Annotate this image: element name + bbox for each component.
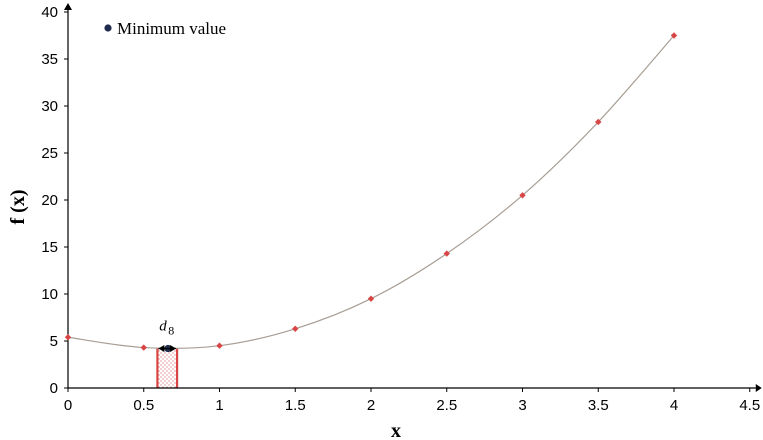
y-tick-label: 20 (41, 192, 58, 209)
x-axis-label: x (391, 420, 401, 440)
tick-labels: 0 0.5 1 1.5 2 2.5 3 3.5 4 4.5 0 5 10 15 20 25 30 35 40 (41, 4, 760, 414)
interval-label-subscript: 8 (168, 324, 174, 338)
x-tick-label: 4 (670, 397, 678, 414)
interval-region (156, 348, 179, 388)
y-tick-label: 30 (41, 98, 58, 115)
y-axis-arrow (64, 3, 72, 10)
x-tick-label: 0.5 (133, 397, 154, 414)
x-tick-label: 2 (367, 397, 375, 414)
data-point-diamond (140, 344, 147, 351)
legend-label-minimum: Minimum value (117, 19, 226, 38)
data-point-diamond (292, 325, 299, 332)
data-point-diamond (64, 334, 72, 341)
interval-arrow-right-head (170, 345, 177, 353)
legend-marker-minimum (104, 24, 112, 32)
y-axis-label: f (x) (7, 190, 29, 225)
x-tick-label: 4.5 (739, 397, 760, 414)
data-points (64, 32, 678, 353)
x-tick-label: 3 (518, 397, 526, 414)
x-tick-label: 3.5 (588, 397, 609, 414)
data-point-diamond (595, 118, 602, 126)
y-tick-label: 25 (41, 145, 58, 162)
data-point-diamond (670, 32, 678, 39)
data-point-diamond (443, 250, 450, 257)
interval-fill (157, 348, 178, 388)
interval-label: d (159, 319, 167, 335)
x-tick-label: 1 (215, 397, 223, 414)
y-tick-label: 40 (41, 4, 58, 21)
x-axis-arrow (755, 384, 762, 392)
legend: Minimum value (104, 19, 226, 38)
data-point-diamond (216, 342, 223, 349)
y-tick-label: 10 (41, 286, 58, 303)
data-point-diamond (519, 192, 526, 199)
data-point-diamond (367, 295, 375, 302)
y-tick-label: 5 (50, 333, 58, 350)
y-tick-label: 35 (41, 51, 58, 68)
y-tick-label: 0 (50, 380, 58, 397)
y-tick-label: 15 (41, 239, 58, 256)
x-tick-label: 2.5 (436, 397, 457, 414)
x-tick-label: 0 (64, 397, 72, 414)
interval-arrow-left-head (158, 345, 165, 353)
axes (64, 3, 762, 392)
x-tick-label: 1.5 (285, 397, 306, 414)
